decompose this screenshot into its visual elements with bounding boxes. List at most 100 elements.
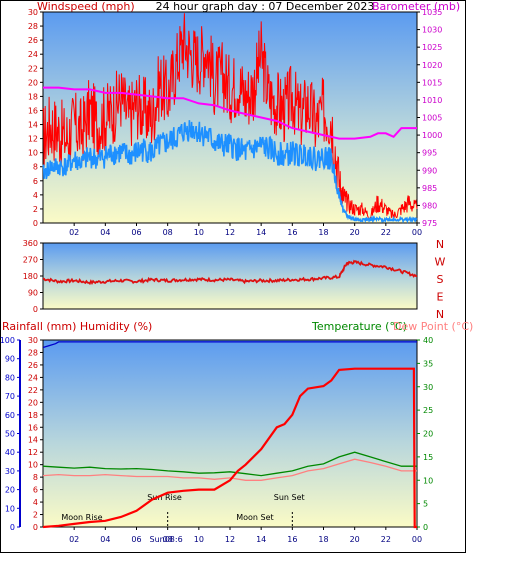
- wind-x-tick-label: 14: [256, 228, 266, 237]
- wind-y-tick-label: 18: [28, 92, 38, 101]
- rain-x-tick-label: 06: [131, 535, 141, 544]
- rain-x-tick-label: 08: [163, 535, 173, 544]
- wind-y-tick-label: 20: [28, 78, 38, 87]
- dew-axis-label: Dew Point (°C): [393, 320, 473, 333]
- wind-y-tick-label: 8: [33, 163, 38, 172]
- humidity-y-ticks: 0 10 20 30 40 50 60 70 80 90 100: [0, 336, 21, 532]
- wind-x-tick-label: 16: [287, 228, 297, 237]
- baro-y-tick-label: 980: [422, 201, 437, 210]
- temp-y-tick-label: 0: [423, 523, 428, 532]
- wind-x-tick-label: 00: [412, 228, 422, 237]
- humidity-y-tick-label: 90: [5, 355, 15, 364]
- rain-x-tick-label: 10: [194, 535, 204, 544]
- wind-x-tick-label: 02: [69, 228, 79, 237]
- moon-rise-label: Moon Rise: [61, 513, 102, 522]
- direction-series: [43, 259, 418, 286]
- wind-x-tick-label: 10: [194, 228, 204, 237]
- wind-y-tick-label: 12: [28, 135, 38, 144]
- temp-y-tick-label: 25: [423, 406, 433, 415]
- temp-y-tick-label: 20: [423, 430, 433, 439]
- compass-label: N: [436, 238, 444, 251]
- rain-x-tick-label: 04: [100, 535, 110, 544]
- wind-y-tick-label: 14: [28, 121, 38, 130]
- wind-y-tick-label: 4: [33, 191, 38, 200]
- humidity-y-tick-label: 0: [10, 523, 15, 532]
- temp-y-tick-label: 15: [423, 453, 433, 462]
- wind-y-tick-label: 6: [33, 177, 38, 186]
- direction-y-tick-label: 90: [28, 289, 38, 298]
- rain-y-tick-label: 2: [33, 511, 38, 520]
- rain-x-tick-label: 16: [287, 535, 297, 544]
- rain-y-tick-label: 14: [28, 436, 38, 445]
- temp-y-tick-label: 10: [423, 476, 433, 485]
- baro-y-tick-label: 1010: [422, 96, 442, 105]
- baro-axis-label: Barometer (mb): [372, 0, 460, 13]
- dewpoint-line: [42, 458, 417, 481]
- astro-annotations: Moon Rise Sun Rise Moon Set Sun Set Sun08:6: [61, 493, 304, 544]
- wind-y-tick-label: 26: [28, 36, 38, 45]
- rain-x-tick-label: 00: [412, 535, 422, 544]
- wind-y-tick-label: 24: [28, 50, 38, 59]
- humidity-y-tick-label: 80: [5, 373, 15, 382]
- wind-y-tick-label: 2: [33, 205, 38, 214]
- wind-y-tick-label: 30: [28, 8, 38, 17]
- baro-y-ticks: 975 980 985 990 995 1000 1005 1010 1015 1020 1025 1…: [417, 8, 442, 228]
- wind-y-tick-label: 10: [28, 149, 38, 158]
- compass-label: W: [435, 256, 446, 269]
- wind-x-tick-label: 22: [381, 228, 391, 237]
- sun-time-label: Sun08:6: [150, 535, 183, 544]
- direction-y-tick-label: 270: [23, 256, 38, 265]
- humidity-y-tick-label: 100: [0, 336, 15, 345]
- baro-y-tick-label: 1025: [422, 43, 442, 52]
- temp-y-tick-label: 40: [423, 336, 433, 345]
- temperature-line: [42, 451, 417, 477]
- rain-x-tick-label: 12: [225, 535, 235, 544]
- rain-y-tick-label: 18: [28, 411, 38, 420]
- direction-y-tick-label: 0: [33, 305, 38, 314]
- chart-title: 24 hour graph day : 07 December 2023: [156, 0, 375, 13]
- wind-average-line: [42, 120, 418, 224]
- rain-y-tick-label: 26: [28, 361, 38, 370]
- rain-y-tick-label: 12: [28, 448, 38, 457]
- wind-axis-label: Windspeed (mph): [37, 0, 135, 13]
- temp-y-ticks: 0 5 10 15 20 25 30 35 40: [417, 336, 433, 532]
- wind-y-tick-label: 0: [33, 219, 38, 228]
- wind-x-tick-label: 04: [100, 228, 110, 237]
- rain-y-tick-label: 4: [33, 498, 38, 507]
- rain-y-tick-label: 24: [28, 373, 38, 382]
- sun-set-label: Sun Set: [274, 493, 305, 502]
- rain-y-tick-label: 10: [28, 461, 38, 470]
- baro-y-tick-label: 995: [422, 149, 437, 158]
- wind-x-tick-label: 12: [225, 228, 235, 237]
- rain-y-tick-label: 22: [28, 386, 38, 395]
- wind-y-tick-label: 22: [28, 64, 38, 73]
- rain-x-tick-label: 18: [318, 535, 328, 544]
- wind-gust-line: [42, 13, 418, 221]
- compass-label: N: [436, 308, 444, 321]
- rain-x-tick-label: 14: [256, 535, 266, 544]
- temp-y-tick-label: 35: [423, 359, 433, 368]
- humidity-y-tick-label: 30: [5, 467, 15, 476]
- barometer-line: [43, 86, 417, 140]
- direction-plot-area: [42, 242, 418, 310]
- humidity-y-tick-label: 60: [5, 411, 15, 420]
- sun-rise-label: Sun Rise: [147, 493, 182, 502]
- wind-series: [42, 13, 418, 224]
- direction-y-tick-label: 180: [23, 272, 38, 281]
- rain-x-tick-label: 22: [381, 535, 391, 544]
- temp-y-tick-label: 5: [423, 500, 428, 509]
- baro-y-tick-label: 990: [422, 166, 437, 175]
- compass-label: S: [437, 273, 444, 286]
- baro-y-tick-label: 975: [422, 219, 437, 228]
- wind-x-tick-label: 06: [131, 228, 141, 237]
- rain-y-tick-label: 6: [33, 486, 38, 495]
- rain-plot-area: [42, 339, 418, 528]
- humidity-line: [42, 341, 417, 349]
- humidity-y-tick-label: 40: [5, 448, 15, 457]
- baro-y-tick-label: 1035: [422, 8, 442, 17]
- rain-temp-series: [42, 341, 417, 529]
